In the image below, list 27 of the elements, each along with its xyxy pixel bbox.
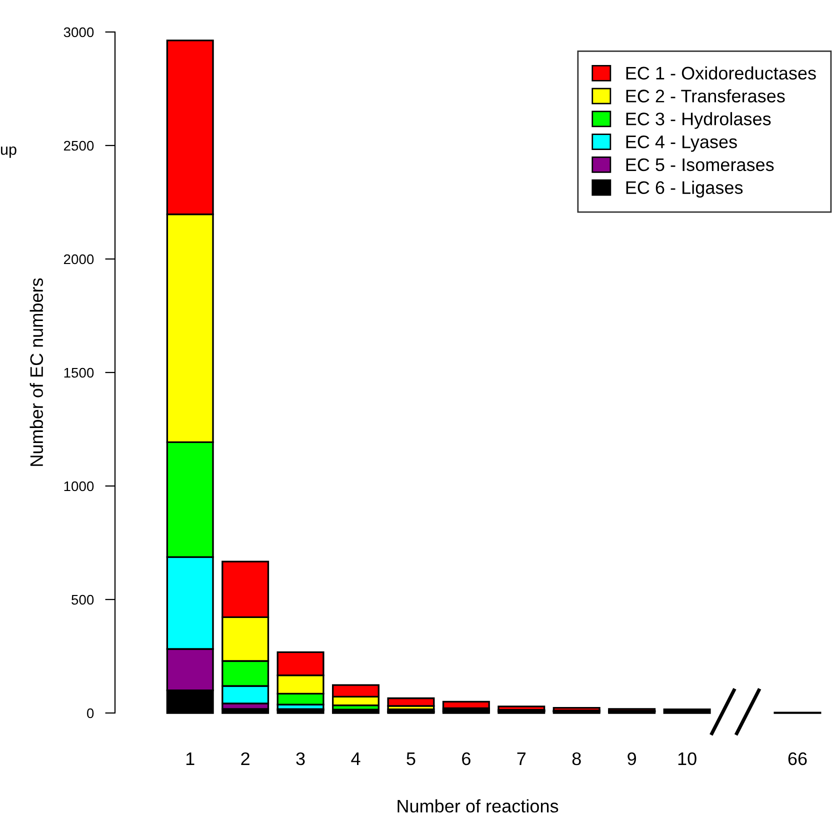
legend-label: EC 5 - Isomerases [626,158,774,172]
x-tick-label: 2 [241,752,250,765]
y-tick-label: 3000 [64,27,94,38]
x-tick-label: 8 [572,752,581,766]
y-axis-title: Number of EC numbers [30,278,44,466]
x-tick-label: 3 [296,752,305,766]
text: up [0,146,16,158]
y-tick-label: 1500 [64,368,94,378]
x-axis-title: Number of reactions [398,799,558,813]
legend-label: EC 1 - Oxidoreductases [626,66,816,80]
legend-label: EC 3 - Hydrolases [626,112,771,129]
x-tick-label: 1 [186,752,194,765]
legend-label: EC 4 - Lyases [626,135,737,152]
legend-label: EC 2 - Transferases [626,89,785,102]
y-tick-label: 1000 [64,481,94,492]
y-tick-label: 2500 [64,140,94,151]
y-tick-label: 500 [72,594,94,605]
legend-label: EC 6 - Ligases [626,180,743,198]
x-tick-label: 6 [462,752,470,766]
x-tick-label: 66 [788,752,807,766]
y-tick-label: 2000 [64,254,94,264]
x-tick-label: 9 [628,752,636,766]
x-tick-label: 10 [678,752,696,766]
x-tick-label: 5 [406,752,416,766]
x-tick-label: 7 [517,752,526,765]
y-tick-label: 0 [86,708,94,718]
x-tick-label: 4 [351,752,360,765]
